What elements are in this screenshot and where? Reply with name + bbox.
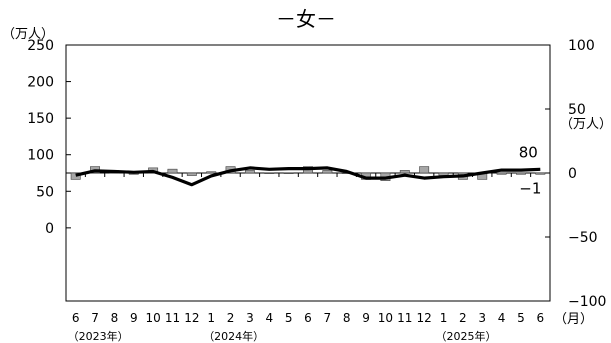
left-axis-unit: （万人）: [2, 27, 54, 42]
bar: [70, 172, 81, 180]
bar: [399, 170, 410, 174]
x-tick-label: 12: [417, 311, 432, 325]
left-tick-label: 200: [27, 75, 54, 91]
x-tick-label: 7: [324, 311, 332, 325]
x-tick-label: 1: [440, 311, 448, 325]
bar: [186, 172, 197, 176]
x-tick-label: 4: [265, 311, 273, 325]
x-tick-label: 3: [246, 311, 254, 325]
bar: [283, 172, 294, 174]
bar: [322, 170, 333, 174]
left-tick-label: 100: [27, 148, 54, 164]
bar-data-label: −1: [519, 179, 541, 197]
right-axis: −100 −50 0 50 100: [545, 38, 606, 310]
x-tick-label: 5: [285, 311, 293, 325]
bar: [419, 166, 430, 174]
x-tick-label: 11: [165, 311, 180, 325]
right-tick-label: −100: [568, 294, 606, 310]
x-tick-label: 6: [72, 311, 80, 325]
line-data-label: 80: [519, 143, 538, 161]
x-tick-label: 3: [478, 311, 486, 325]
right-tick-label: −50: [568, 230, 598, 246]
x-tick-label: 12: [184, 311, 199, 325]
x-tick-label: 10: [378, 311, 393, 325]
x-tick-label: 6: [304, 311, 312, 325]
right-axis-unit: （万人）: [560, 117, 611, 132]
left-axis: 0 50 100 150 200 250: [27, 38, 71, 237]
year-label: （2023年）: [68, 329, 129, 343]
x-axis-unit: （月）: [554, 312, 593, 327]
right-tick-label: 50: [568, 102, 586, 118]
left-tick-label: 0: [45, 221, 54, 237]
x-tick-label: 6: [536, 311, 544, 325]
x-tick-label: 2: [459, 311, 467, 325]
right-tick-label: 0: [568, 166, 577, 182]
line-series: [75, 166, 541, 187]
left-tick-label: 250: [27, 38, 54, 54]
x-tick-label: 7: [91, 311, 99, 325]
chart-title: －女－: [276, 7, 336, 31]
x-tick-label: 10: [145, 311, 160, 325]
x-tick-label: 11: [397, 311, 412, 325]
x-tick-label: 1: [207, 311, 215, 325]
bar: [206, 171, 217, 174]
right-tick-label: 100: [568, 38, 595, 54]
bar: [244, 170, 255, 174]
year-label: （2024年）: [203, 329, 264, 343]
x-tick-label: 8: [343, 311, 351, 325]
x-tick-label: 9: [362, 311, 370, 325]
bar: [535, 172, 546, 175]
bar: [264, 172, 275, 174]
left-tick-label: 50: [36, 184, 54, 200]
data-labels: 80 −1: [519, 143, 542, 197]
x-tick-label: 4: [498, 311, 506, 325]
x-tick-label: 9: [130, 311, 138, 325]
x-axis: 6 7 8 9 10 11 12 1 2 3 4 5 6 7 8 9 10 11 12 1 2 3 4 5 6: [72, 173, 544, 325]
year-labels: （2023年） （2024年） （2025年）: [68, 329, 497, 343]
left-tick-label: 150: [27, 111, 54, 127]
bar: [496, 172, 507, 175]
x-tick-label: 5: [517, 311, 525, 325]
year-label: （2025年）: [436, 329, 497, 343]
bar: [167, 168, 178, 174]
x-tick-label: 8: [111, 311, 119, 325]
bar: [516, 172, 526, 175]
x-tick-label: 2: [227, 311, 235, 325]
